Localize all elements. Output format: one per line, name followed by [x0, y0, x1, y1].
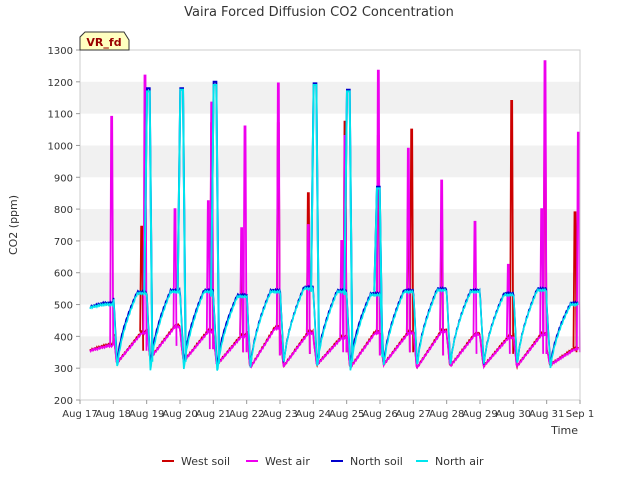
plot-frame — [79, 49, 581, 401]
x-tick-label: Aug 31 — [529, 409, 564, 420]
y-tick-label: 1100 — [48, 110, 73, 121]
y-tick-label: 200 — [54, 396, 73, 407]
x-tick-label: Aug 28 — [429, 409, 464, 420]
x-tick-label: Aug 25 — [329, 409, 364, 420]
series-spike — [409, 128, 415, 353]
series-north-air — [89, 84, 579, 371]
series-layer — [89, 60, 581, 371]
y-tick-label: 500 — [54, 301, 73, 312]
series-spike — [242, 125, 248, 353]
x-tick-label: Aug 20 — [162, 409, 197, 420]
y-tick-label: 400 — [54, 332, 73, 343]
y-tick-label: 300 — [54, 364, 73, 375]
series-spike — [109, 115, 115, 346]
series-spike — [176, 88, 187, 362]
series-spike — [405, 147, 411, 353]
x-tick-label: Aug 21 — [196, 409, 231, 420]
series-spike — [373, 187, 384, 358]
grid-band — [80, 145, 580, 178]
series-spike — [439, 179, 445, 356]
y-tick-label: 700 — [54, 237, 73, 248]
x-tick-label: Aug 27 — [396, 409, 431, 420]
x-tick-label: Aug 17 — [62, 409, 97, 420]
series-spike — [575, 131, 581, 353]
legend-label: North air — [435, 455, 484, 468]
x-tick-label: Aug 24 — [296, 409, 331, 420]
grid-band — [80, 81, 580, 114]
legend-label: West air — [265, 455, 310, 468]
x-tick-label: Aug 19 — [129, 409, 164, 420]
series-spike — [172, 208, 178, 346]
series-spike — [143, 90, 154, 362]
legend-item: West soil — [162, 455, 230, 468]
y-tick-label: 1300 — [48, 46, 73, 57]
series-spike — [210, 84, 220, 364]
series-spike — [205, 200, 211, 350]
series-line — [89, 286, 579, 371]
series-spike — [472, 220, 478, 354]
y-tick-label: 600 — [54, 269, 73, 280]
legend-item: North soil — [331, 455, 403, 468]
legend-item: North air — [416, 455, 484, 468]
legend-item: West air — [246, 455, 310, 468]
series-spike — [505, 263, 511, 354]
y-axis: 200 300 400 500 600 700 800 900 1000 1100 1200 1300 — [48, 46, 80, 407]
series-spike — [539, 208, 545, 354]
series-spike — [509, 100, 515, 354]
legend: West soil West air North soil North air — [162, 455, 484, 468]
y-tick-label: 800 — [54, 205, 73, 216]
legend-label: North soil — [350, 455, 403, 468]
series-spike — [572, 211, 578, 353]
x-tick-label: Aug 23 — [262, 409, 297, 420]
series-spike — [343, 90, 354, 362]
series-spike — [139, 225, 145, 351]
chart-title: Vaira Forced Diffusion CO2 Concentration — [184, 5, 454, 20]
grid-bands — [80, 81, 580, 369]
y-tick-label: 1000 — [48, 141, 73, 152]
x-tick-label: Aug 29 — [462, 409, 497, 420]
badge: VR_fd — [79, 31, 130, 51]
grid-band — [80, 209, 580, 241]
x-tick-label: Aug 26 — [362, 409, 397, 420]
series-spike — [310, 84, 320, 359]
x-axis-label: Time — [550, 424, 578, 437]
y-axis-label: CO2 (ppm) — [7, 195, 20, 255]
x-tick-label: Aug 30 — [496, 409, 531, 420]
series-spike — [542, 60, 548, 354]
y-tick-label: 900 — [54, 173, 73, 184]
series-spike — [275, 82, 281, 356]
grid-band — [80, 272, 580, 305]
x-tick-label: Aug 22 — [229, 409, 264, 420]
series-line — [89, 324, 579, 370]
badge-label: VR_fd — [86, 36, 121, 49]
legend-label: West soil — [181, 455, 230, 468]
y-tick-label: 1200 — [48, 78, 73, 89]
badge-shape — [79, 31, 130, 51]
x-tick-label: Sep 1 — [566, 409, 594, 420]
series-spike — [239, 227, 245, 353]
x-tick-label: Aug 18 — [96, 409, 131, 420]
